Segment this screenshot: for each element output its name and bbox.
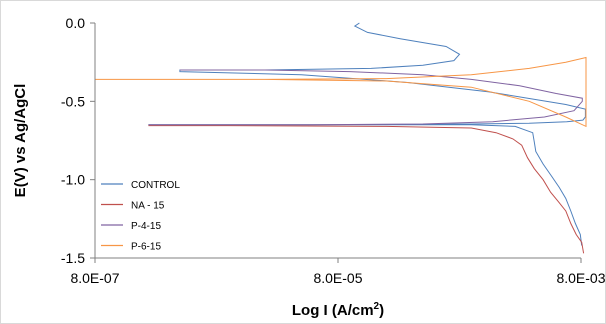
x-axis-title-end: ) <box>379 302 384 319</box>
series-layer <box>95 22 587 254</box>
axes-layer: 0.0 -0.5 -1.0 -1.5 8.0E-07 8.0E-05 8.0E-03 <box>61 15 605 286</box>
series-line-3 <box>95 56 587 128</box>
legend-label: P-6-15 <box>131 242 161 253</box>
y-tick-label: -1.0 <box>61 172 85 188</box>
legend-label: NA - 15 <box>131 201 165 212</box>
x-tick-label: 8.0E-03 <box>556 270 605 286</box>
x-axis-title-main: Log I (A/cm <box>292 302 374 319</box>
y-axis-title: E(V) vs Ag/AgCl <box>12 84 29 198</box>
series-line-0 <box>148 22 586 246</box>
y-tick-label: -0.5 <box>61 93 85 109</box>
x-axis-title-superscript: 2 <box>374 301 380 312</box>
series-line-1 <box>148 125 585 254</box>
legend-label: P-4-15 <box>131 221 161 232</box>
legend-label: CONTROL <box>131 180 180 191</box>
x-tick-label: 8.0E-05 <box>313 270 362 286</box>
y-tick-label: 0.0 <box>66 15 86 31</box>
y-tick-label: -1.5 <box>61 250 85 266</box>
series-line-2 <box>148 69 583 126</box>
legend: CONTROL NA - 15 P-4-15 P-6-15 <box>101 180 180 253</box>
x-axis-title: Log I (A/cm2) <box>292 301 384 319</box>
x-tick-label: 8.0E-07 <box>70 270 119 286</box>
